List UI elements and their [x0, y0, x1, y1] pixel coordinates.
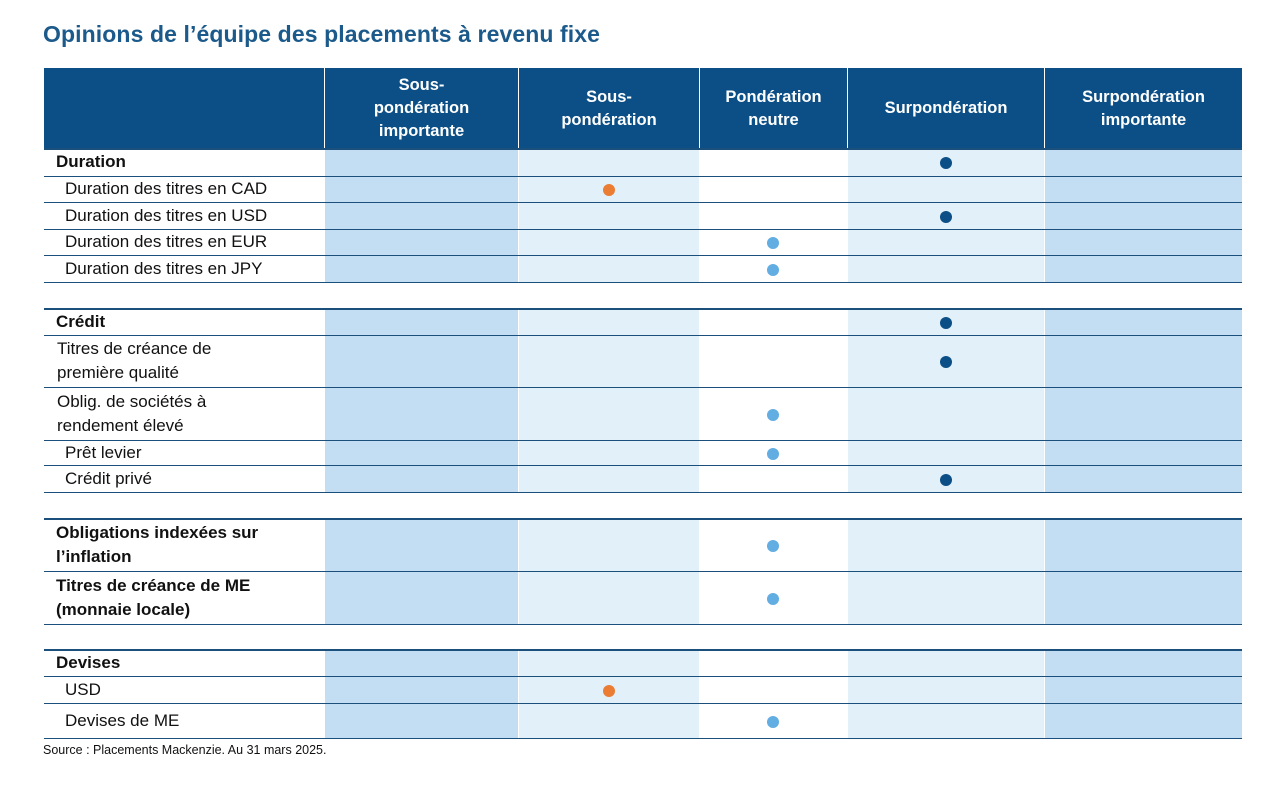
- row-label: Prêt levier: [65, 442, 142, 462]
- opinion-dot: [767, 539, 779, 552]
- header-col-underweight: Sous- pondération: [519, 68, 699, 149]
- row-label: Titres de créance de ME (monnaie locale): [56, 575, 251, 619]
- header-col-strong-underweight: Sous- pondération importante: [325, 68, 518, 149]
- row-label: USD: [65, 679, 101, 699]
- row-label: Duration des titres en CAD: [65, 179, 268, 199]
- row-label: Devises: [56, 652, 121, 672]
- opinion-dot: [602, 184, 615, 196]
- column-band: [325, 149, 518, 283]
- table-header: Sous- pondération importante Sous- pondér…: [44, 68, 1242, 149]
- row-label: Titres de créance de première qualité: [57, 339, 212, 383]
- table-row: Titres de créance de ME (monnaie locale): [44, 572, 1242, 625]
- row-label: Crédit privé: [65, 468, 152, 488]
- table-row: Crédit: [44, 309, 1242, 336]
- row-label: Duration des titres en JPY: [65, 258, 263, 278]
- source-note: Source : Placements Mackenzie. Au 31 mar…: [43, 743, 327, 757]
- table-row: Duration des titres en USD: [44, 203, 1242, 230]
- opinion-dot: [939, 473, 952, 486]
- opinion-dot: [767, 715, 779, 728]
- table-row: Duration des titres en CAD: [44, 177, 1242, 203]
- table-row: Duration des titres en JPY: [44, 256, 1242, 283]
- column-band: [1045, 149, 1242, 283]
- table-row: Prêt levier: [44, 441, 1242, 466]
- column-band: [848, 519, 1044, 625]
- opinion-dot: [767, 592, 779, 605]
- row-label: Obligations indexées sur l’inflation: [56, 522, 259, 566]
- column-band: [848, 309, 1044, 493]
- row-label: Duration des titres en USD: [65, 205, 268, 225]
- page-title: Opinions de l’équipe des placements à re…: [43, 21, 601, 47]
- column-band: [848, 650, 1044, 739]
- table-row: Titres de créance de première qualité: [44, 336, 1242, 388]
- section-rule: [44, 518, 1242, 520]
- table-row: Duration des titres en EUR: [44, 230, 1242, 256]
- opinion-dot: [939, 157, 952, 169]
- column-band: [519, 309, 699, 493]
- column-band: [325, 309, 518, 493]
- table-row: Crédit privé: [44, 466, 1242, 493]
- opinion-dot: [767, 237, 779, 249]
- header-blank: [44, 68, 324, 149]
- column-band: [700, 149, 847, 283]
- opinion-dot: [767, 263, 779, 276]
- section-rule: [44, 148, 1242, 150]
- section-rule: [44, 649, 1242, 651]
- opinion-dot: [939, 356, 952, 368]
- column-band: [1045, 309, 1242, 493]
- opinion-dot: [767, 408, 779, 421]
- opinion-dot: [767, 447, 779, 460]
- table-row: Obligations indexées sur l’inflation: [44, 519, 1242, 572]
- opinion-dot: [602, 684, 615, 697]
- table-row: Duration: [44, 149, 1242, 177]
- column-band: [1045, 519, 1242, 625]
- opinion-dot: [939, 316, 952, 329]
- table-row: USD: [44, 677, 1242, 704]
- table-row: Oblig. de sociétés à rendement élevé: [44, 388, 1242, 441]
- row-label: Duration: [56, 152, 126, 172]
- opinion-dot: [939, 210, 952, 223]
- column-band: [700, 309, 847, 493]
- header-col-strong-overweight: Surpondération importante: [1045, 68, 1242, 149]
- column-band: [325, 650, 518, 739]
- header-col-overweight: Surpondération: [848, 68, 1044, 149]
- row-label: Devises de ME: [65, 710, 180, 730]
- row-label: Oblig. de sociétés à rendement élevé: [57, 391, 207, 435]
- row-label: Crédit: [56, 311, 106, 331]
- table-row: Devises: [44, 650, 1242, 677]
- column-band: [325, 519, 518, 625]
- section-rule: [44, 308, 1242, 310]
- row-label: Duration des titres en EUR: [65, 232, 268, 252]
- column-band: [519, 519, 699, 625]
- table-row: Devises de ME: [44, 704, 1242, 739]
- header-col-neutral: Pondération neutre: [700, 68, 847, 149]
- column-band: [519, 149, 699, 283]
- column-band: [700, 519, 847, 625]
- column-band: [1045, 650, 1242, 739]
